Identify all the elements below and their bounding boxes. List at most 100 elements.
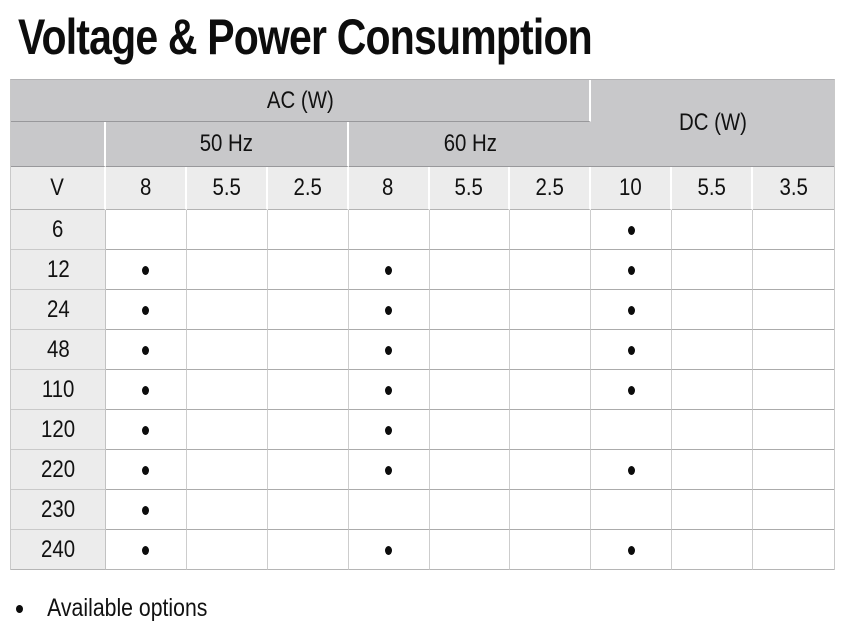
- table-row: 230: [11, 490, 834, 530]
- availability-cell: [510, 290, 592, 330]
- availability-cell: [429, 410, 511, 450]
- available-dot-icon: [385, 545, 393, 555]
- table-header: AC (W) DC (W) 50 Hz 60 Hz V 8 5.5 2.5 8 5.5 2.…: [11, 80, 834, 210]
- col-header-watts: 5.5: [429, 167, 511, 210]
- availability-cell: [510, 330, 592, 370]
- availability-cell: [753, 330, 834, 370]
- availability-cell: [591, 210, 673, 250]
- availability-cell: [429, 290, 511, 330]
- voltage-cell: 6: [11, 210, 106, 250]
- availability-cell: [267, 410, 349, 450]
- voltage-label: 6: [52, 215, 64, 243]
- footnote-label: Available options: [47, 594, 208, 622]
- availability-cell: [106, 250, 187, 290]
- col-header-label: 8: [139, 174, 152, 201]
- availability-cell: [348, 330, 430, 370]
- availability-cell: [106, 330, 187, 370]
- col-header-label: 3.5: [779, 174, 808, 201]
- availability-cell: [591, 370, 673, 410]
- table-row: 240: [11, 530, 834, 570]
- availability-cell: [672, 410, 753, 450]
- availability-cell: [591, 490, 673, 530]
- available-dot-icon: [142, 465, 150, 475]
- availability-cell: [429, 450, 511, 490]
- available-dot-icon: [142, 385, 150, 395]
- availability-cell: [429, 210, 511, 250]
- availability-cell: [591, 330, 673, 370]
- availability-cell: [348, 490, 430, 530]
- table-row: 48: [11, 330, 834, 370]
- col-header-watts: 3.5: [753, 167, 834, 210]
- availability-cell: [672, 370, 753, 410]
- availability-cell: [186, 330, 268, 370]
- available-dot-icon: [385, 465, 393, 475]
- availability-cell: [510, 370, 592, 410]
- col-header-watts: 2.5: [510, 167, 592, 210]
- availability-cell: [753, 250, 834, 290]
- available-dot-icon: [142, 425, 150, 435]
- available-dot-icon: [627, 465, 635, 475]
- voltage-label: 12: [46, 255, 70, 283]
- table-row: 220: [11, 450, 834, 490]
- availability-cell: [591, 410, 673, 450]
- availability-cell: [186, 410, 268, 450]
- availability-cell: [186, 490, 268, 530]
- frequency-header-50hz: 50 Hz: [106, 122, 349, 167]
- voltage-label: 120: [40, 415, 76, 443]
- available-dot-icon: [627, 225, 635, 235]
- availability-cell: [267, 530, 349, 570]
- availability-cell: [348, 210, 430, 250]
- availability-cell: [106, 410, 187, 450]
- available-dot-icon: [385, 265, 393, 275]
- available-dot-icon: [385, 305, 393, 315]
- col-header-label: 2.5: [293, 174, 322, 201]
- availability-cell: [510, 530, 592, 570]
- frequency-header-60hz: 60 Hz: [348, 122, 592, 167]
- voltage-cell: 220: [11, 450, 106, 490]
- availability-cell: [348, 530, 430, 570]
- footnote: Available options: [16, 594, 844, 623]
- voltage-label: 24: [46, 295, 70, 323]
- group-header-ac-label: AC (W): [266, 86, 334, 114]
- voltage-label: 110: [41, 375, 75, 403]
- available-dot-icon: [142, 345, 150, 355]
- table-row: 110: [11, 370, 834, 410]
- table-row: 24: [11, 290, 834, 330]
- availability-cell: [106, 370, 187, 410]
- availability-cell: [510, 410, 592, 450]
- col-header-watts: 10: [591, 167, 673, 210]
- availability-cell: [348, 450, 430, 490]
- available-dot-icon: [142, 265, 150, 275]
- availability-cell: [753, 450, 834, 490]
- col-header-label: 5.5: [697, 174, 726, 201]
- availability-cell: [106, 490, 187, 530]
- available-dot-icon: [627, 545, 635, 555]
- availability-cell: [186, 450, 268, 490]
- voltage-cell: 24: [11, 290, 106, 330]
- column-header-row: V 8 5.5 2.5 8 5.5 2.5 10 5.5 3.5: [11, 167, 834, 210]
- frequency-header-60hz-label: 60 Hz: [443, 130, 497, 157]
- col-header-label: 10: [619, 174, 643, 201]
- voltage-label: 220: [40, 455, 76, 483]
- availability-cell: [510, 250, 592, 290]
- available-dot-icon: [142, 505, 150, 515]
- availability-cell: [591, 290, 673, 330]
- availability-cell: [348, 250, 430, 290]
- availability-cell: [672, 290, 753, 330]
- voltage-label: 48: [46, 335, 70, 363]
- availability-cell: [753, 290, 834, 330]
- col-header-label: 5.5: [212, 174, 241, 201]
- availability-cell: [429, 330, 511, 370]
- col-header-watts: 5.5: [186, 167, 268, 210]
- availability-cell: [186, 530, 268, 570]
- availability-cell: [753, 490, 834, 530]
- availability-cell: [753, 370, 834, 410]
- table-row: 12: [11, 250, 834, 290]
- available-dot-icon: [142, 545, 150, 555]
- availability-cell: [429, 530, 511, 570]
- available-dot-icon: [627, 385, 635, 395]
- availability-cell: [753, 210, 834, 250]
- available-dot-icon: [627, 305, 635, 315]
- availability-cell: [186, 250, 268, 290]
